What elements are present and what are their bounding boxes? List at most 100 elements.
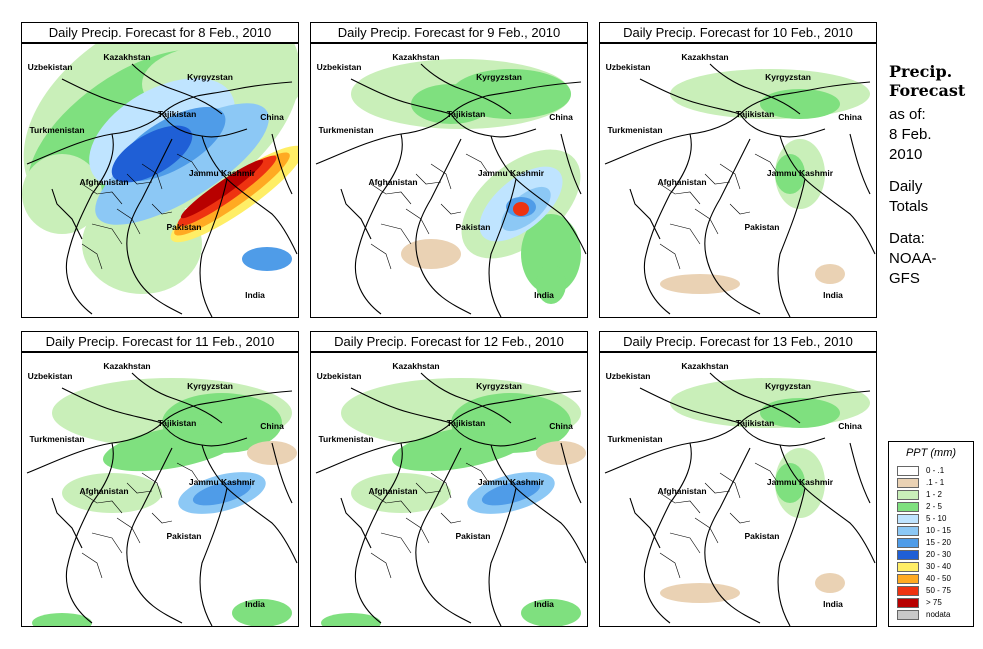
forecast-panel-4: Daily Precip. Forecast for 11 Feb., 2010… (21, 331, 299, 639)
region-label-jammu-kashmir: Jammu Kashmir (189, 477, 256, 487)
region-label-india: India (245, 599, 265, 609)
precip-map: Kazakhstan Uzbekistan Kyrgyzstan Tajikistan… (310, 352, 588, 627)
region-label-turkmenistan: Turkmenistan (607, 434, 662, 444)
legend-label: nodata (926, 610, 951, 619)
precip-map: Kazakhstan Uzbekistan Kyrgyzstan Tajikistan… (310, 43, 588, 318)
legend-label: 40 - 50 (926, 574, 951, 583)
side-info: Precip. Forecast as of: 8 Feb. 2010 Dail… (889, 62, 981, 289)
region-label-kazakhstan: Kazakhstan (103, 52, 150, 62)
legend-item: 30 - 40 (897, 562, 971, 573)
region-label-kyrgyzstan: Kyrgyzstan (187, 72, 233, 82)
region-label-kazakhstan: Kazakhstan (103, 361, 150, 371)
legend-label: > 75 (926, 598, 942, 607)
precip-field (32, 378, 297, 626)
precip-map: Kazakhstan Uzbekistan Kyrgyzstan Tajikistan… (599, 352, 877, 627)
precip-map: Kazakhstan Uzbekistan Kyrgyzstan Tajikistan… (599, 43, 877, 318)
legend-swatch (897, 610, 919, 620)
region-label-kazakhstan: Kazakhstan (681, 52, 728, 62)
region-label-kazakhstan: Kazakhstan (392, 52, 439, 62)
legend-item: .1 - 1 (897, 478, 971, 489)
region-label-jammu-kashmir: Jammu Kashmir (478, 477, 545, 487)
region-label-india: India (823, 599, 843, 609)
region-label-afghanistan: Afghanistan (368, 177, 417, 187)
panel-title: Daily Precip. Forecast for 10 Feb., 2010 (599, 22, 877, 43)
region-label-pakistan: Pakistan (745, 222, 780, 232)
country-borders (315, 63, 587, 317)
legend-item: 40 - 50 (897, 574, 971, 585)
region-label-uzbekistan: Uzbekistan (606, 62, 651, 72)
region-label-tajikistan: Tajikistan (158, 109, 197, 119)
asof-line1: as of: (889, 106, 926, 123)
legend-swatch (897, 490, 919, 500)
region-label-china: China (549, 421, 573, 431)
precip-map: Kazakhstan Uzbekistan Kyrgyzstan Tajikistan… (21, 43, 299, 318)
ppt-legend: PPT (mm) 0 - .1 .1 - 1 1 - 2 2 - 5 5 - 10 10 … (888, 441, 974, 627)
country-borders (604, 372, 876, 626)
map-canvas: Kazakhstan Uzbekistan Kyrgyzstan Tajikistan… (315, 361, 587, 626)
legend-label: 0 - .1 (926, 466, 945, 475)
region-label-kazakhstan: Kazakhstan (392, 361, 439, 371)
legend-item: 50 - 75 (897, 586, 971, 597)
region-label-turkmenistan: Turkmenistan (318, 125, 373, 135)
region-label-jammu-kashmir: Jammu Kashmir (189, 168, 256, 178)
region-label-afghanistan: Afghanistan (657, 486, 706, 496)
forecast-panel-5: Daily Precip. Forecast for 12 Feb., 2010… (310, 331, 588, 639)
side-title-line1: Precip. (889, 62, 953, 81)
region-label-pakistan: Pakistan (167, 531, 202, 541)
data-source-line1: Data: (889, 230, 925, 247)
region-label-india: India (534, 599, 554, 609)
legend-item: 15 - 20 (897, 538, 971, 549)
map-canvas: Kazakhstan Uzbekistan Kyrgyzstan Tajikistan… (315, 52, 587, 317)
region-label-pakistan: Pakistan (456, 222, 491, 232)
region-label-pakistan: Pakistan (167, 222, 202, 232)
panel-title: Daily Precip. Forecast for 13 Feb., 2010 (599, 331, 877, 352)
legend-item: nodata (897, 610, 971, 621)
legend-swatch (897, 466, 919, 476)
map-canvas: Kazakhstan Uzbekistan Kyrgyzstan Tajikistan… (604, 52, 876, 317)
forecast-panel-1: Daily Precip. Forecast for 8 Feb., 2010 … (21, 22, 299, 330)
legend-swatch (897, 598, 919, 608)
region-label-china: China (260, 112, 284, 122)
legend-item: 5 - 10 (897, 514, 971, 525)
region-label-india: India (823, 290, 843, 300)
region-label-kazakhstan: Kazakhstan (681, 361, 728, 371)
legend-label: .1 - 1 (926, 478, 945, 487)
legend-label: 1 - 2 (926, 490, 943, 499)
forecast-panel-2: Daily Precip. Forecast for 9 Feb., 2010 … (310, 22, 588, 330)
country-borders (26, 372, 298, 626)
panel-title: Daily Precip. Forecast for 8 Feb., 2010 (21, 22, 299, 43)
legend-label: 5 - 10 (926, 514, 947, 523)
region-label-afghanistan: Afghanistan (657, 177, 706, 187)
panel-title: Daily Precip. Forecast for 9 Feb., 2010 (310, 22, 588, 43)
legend-title: PPT (mm) (905, 447, 957, 459)
region-label-pakistan: Pakistan (456, 531, 491, 541)
legend-item: 1 - 2 (897, 490, 971, 501)
legend-item: 20 - 30 (897, 550, 971, 561)
legend-swatch (897, 550, 919, 560)
legend-swatch (897, 562, 919, 572)
legend-label: 30 - 40 (926, 562, 951, 571)
region-label-pakistan: Pakistan (745, 531, 780, 541)
map-canvas: Kazakhstan Uzbekistan Kyrgyzstan Tajikistan… (604, 361, 876, 626)
region-label-jammu-kashmir: Jammu Kashmir (478, 168, 545, 178)
legend-swatch (897, 586, 919, 596)
region-label-afghanistan: Afghanistan (79, 177, 128, 187)
data-source-line2: NOAA- (889, 250, 937, 267)
legend-swatch (897, 514, 919, 524)
region-label-india: India (245, 290, 265, 300)
region-label-kyrgyzstan: Kyrgyzstan (765, 72, 811, 82)
forecast-panel-6: Daily Precip. Forecast for 13 Feb., 2010… (599, 331, 877, 639)
legend-label: 20 - 30 (926, 550, 951, 559)
region-label-india: India (534, 290, 554, 300)
legend-item: 10 - 15 (897, 526, 971, 537)
precip-field (22, 44, 298, 294)
region-label-tajikistan: Tajikistan (736, 109, 775, 119)
region-label-kyrgyzstan: Kyrgyzstan (765, 381, 811, 391)
region-label-uzbekistan: Uzbekistan (606, 371, 651, 381)
region-label-kyrgyzstan: Kyrgyzstan (187, 381, 233, 391)
region-label-turkmenistan: Turkmenistan (29, 434, 84, 444)
asof-line3: 2010 (889, 146, 923, 163)
region-label-turkmenistan: Turkmenistan (318, 434, 373, 444)
region-label-uzbekistan: Uzbekistan (317, 371, 362, 381)
legend-label: 2 - 5 (926, 502, 943, 511)
